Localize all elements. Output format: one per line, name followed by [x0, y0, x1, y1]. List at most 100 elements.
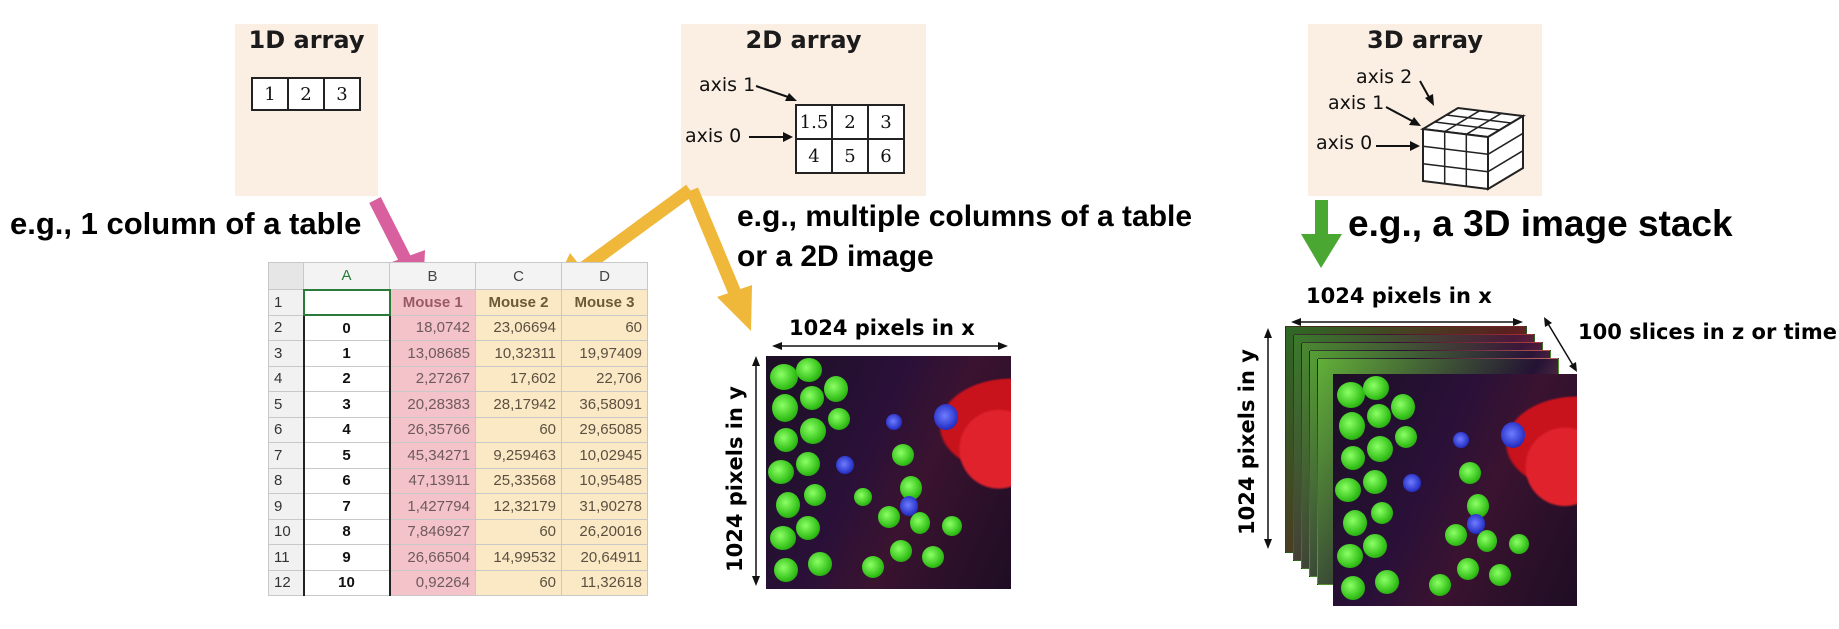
- row-number[interactable]: 7: [268, 442, 304, 469]
- label-3d-x: 1024 pixels in x: [1306, 284, 1492, 308]
- table-cell[interactable]: 5: [302, 442, 391, 469]
- axis-1-label: axis 1: [699, 74, 756, 96]
- green-arrow: [1315, 200, 1328, 238]
- header-mouse-1[interactable]: Mouse 1: [389, 289, 476, 316]
- table-cell[interactable]: 9: [302, 544, 391, 571]
- green-arrow-head: [1301, 234, 1342, 268]
- table-cell[interactable]: 2,27267: [389, 365, 476, 392]
- array-cell: 6: [867, 138, 905, 174]
- table-cell[interactable]: 1: [302, 340, 391, 367]
- table-cell[interactable]: 0,92264: [389, 569, 476, 596]
- table-cell[interactable]: 19,97409: [561, 340, 648, 367]
- table-cell[interactable]: 7: [302, 493, 391, 520]
- array-cell: 3: [867, 104, 905, 140]
- row-number[interactable]: 11: [268, 544, 304, 571]
- table-cell[interactable]: 18,0742: [389, 314, 476, 341]
- col-header-d[interactable]: D: [561, 262, 648, 290]
- table-cell[interactable]: 13,08685: [389, 340, 476, 367]
- table-cell[interactable]: 11,32618: [561, 569, 648, 596]
- table-cell[interactable]: 20,28383: [389, 391, 476, 418]
- table-cell[interactable]: 9,259463: [475, 442, 562, 469]
- table-cell[interactable]: 22,706: [561, 365, 648, 392]
- label-3d-y: 1024 pixels in y: [1235, 349, 1259, 535]
- panel-3d-array: 3D array axis 2 axis 1 axis 0: [1308, 24, 1542, 196]
- row-number[interactable]: 12: [268, 569, 304, 596]
- table-row: 12 10 0,92264 60 11,32618: [268, 569, 648, 596]
- table-cell[interactable]: 47,13911: [389, 467, 476, 494]
- table-cell[interactable]: 12,32179: [475, 493, 562, 520]
- row-number[interactable]: 9: [268, 493, 304, 520]
- axis-2-label: axis 2: [1356, 66, 1413, 88]
- table-cell[interactable]: 25,33568: [475, 467, 562, 494]
- array-cell: 2: [831, 104, 869, 140]
- table-cell[interactable]: 7,846927: [389, 518, 476, 545]
- row-number[interactable]: 5: [268, 391, 304, 418]
- table-cell[interactable]: 14,99532: [475, 544, 562, 571]
- table-cell[interactable]: 10,32311: [475, 340, 562, 367]
- table-row: 11 9 26,66504 14,99532 20,64911: [268, 544, 648, 571]
- orange-arrow-right: [686, 187, 741, 296]
- row-number[interactable]: 1: [268, 289, 304, 316]
- table-cell[interactable]: 26,20016: [561, 518, 648, 545]
- col-header-b[interactable]: B: [389, 262, 476, 290]
- caption-1d: e.g., 1 column of a table: [10, 206, 362, 241]
- table-cell[interactable]: 60: [561, 314, 648, 341]
- corner-cell: [268, 262, 304, 290]
- image-stack-3d: [1285, 326, 1580, 608]
- table-cell[interactable]: 10: [302, 569, 391, 596]
- row-number[interactable]: 4: [268, 365, 304, 392]
- table-cell[interactable]: 6: [302, 467, 391, 494]
- table-cell[interactable]: 23,06694: [475, 314, 562, 341]
- table-row: 5 3 20,28383 28,17942 36,58091: [268, 391, 648, 418]
- table-cell[interactable]: 8: [302, 518, 391, 545]
- table-cell[interactable]: 2: [302, 365, 391, 392]
- table-cell[interactable]: 10,02945: [561, 442, 648, 469]
- table-cell[interactable]: 60: [475, 518, 562, 545]
- header-mouse-3[interactable]: Mouse 3: [561, 289, 648, 316]
- table-cell[interactable]: 26,66504: [389, 544, 476, 571]
- table-cell[interactable]: 36,58091: [561, 391, 648, 418]
- panel-3d-title: 3D array: [1367, 26, 1483, 54]
- table-row: 9 7 1,427794 12,32179 31,90278: [268, 493, 648, 520]
- axis-0-label: axis 0: [685, 125, 742, 147]
- panel-2d-title: 2D array: [745, 26, 862, 54]
- table-cell[interactable]: 45,34271: [389, 442, 476, 469]
- col-header-a[interactable]: A: [303, 262, 390, 290]
- table-cell[interactable]: 31,90278: [561, 493, 648, 520]
- orange-arrow-right-head: [717, 285, 752, 331]
- stack-front-slice: [1333, 374, 1577, 606]
- table-cell[interactable]: 29,65085: [561, 416, 648, 443]
- table-cell[interactable]: 20,64911: [561, 544, 648, 571]
- table-cell[interactable]: 4: [302, 416, 391, 443]
- array-cell: 1: [251, 77, 289, 111]
- label-2d-y: 1024 pixels in y: [723, 386, 747, 572]
- table-row: 6 4 26,35766 60 29,65085: [268, 416, 648, 443]
- table-cell[interactable]: 60: [475, 569, 562, 596]
- row-number[interactable]: 6: [268, 416, 304, 443]
- label-2d-x: 1024 pixels in x: [789, 316, 975, 340]
- row-number[interactable]: 8: [268, 467, 304, 494]
- row-number[interactable]: 2: [268, 314, 304, 341]
- table-cell[interactable]: 28,17942: [475, 391, 562, 418]
- table-cell[interactable]: 26,35766: [389, 416, 476, 443]
- table-cell[interactable]: 60: [475, 416, 562, 443]
- pink-arrow: [369, 197, 414, 268]
- col-header-c[interactable]: C: [475, 262, 562, 290]
- table-row: 8 6 47,13911 25,33568 10,95485: [268, 467, 648, 494]
- table-cell[interactable]: 0: [302, 314, 391, 341]
- array-cell: 5: [831, 138, 869, 174]
- cube-icon: [1376, 80, 1527, 191]
- header-mouse-2[interactable]: Mouse 2: [475, 289, 562, 316]
- table-cell[interactable]: 1,427794: [389, 493, 476, 520]
- table-cell[interactable]: 10,95485: [561, 467, 648, 494]
- table-cell[interactable]: 17,602: [475, 365, 562, 392]
- table-row: 3 1 13,08685 10,32311 19,97409: [268, 340, 648, 367]
- label-3d-z: 100 slices in z or time: [1578, 320, 1837, 344]
- axis-arrows-2d: [749, 85, 797, 142]
- panel-1d-array: 1D array 1 2 3: [235, 24, 378, 196]
- table-cell[interactable]: [302, 288, 391, 316]
- row-number[interactable]: 3: [268, 340, 304, 367]
- row-number[interactable]: 10: [268, 518, 304, 545]
- table-cell[interactable]: 3: [302, 391, 391, 418]
- microscopy-image-2d: [766, 356, 1011, 589]
